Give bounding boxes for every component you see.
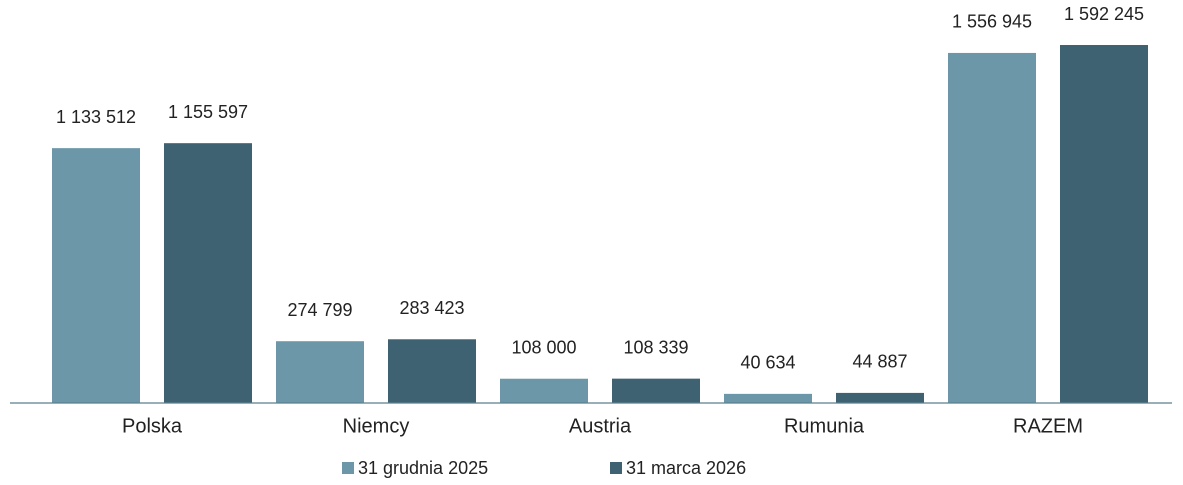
value-label: 1 155 597 <box>168 102 248 122</box>
bar <box>1060 45 1148 403</box>
value-label: 274 799 <box>287 300 352 320</box>
value-label: 1 592 245 <box>1064 4 1144 24</box>
legend-swatch <box>610 462 622 474</box>
legend-label: 31 marca 2026 <box>626 458 746 478</box>
legend-label: 31 grudnia 2025 <box>358 458 488 478</box>
value-label: 108 339 <box>623 337 688 357</box>
x-tick-label: Rumunia <box>784 415 865 437</box>
x-tick-label: Niemcy <box>343 415 410 437</box>
bar <box>276 341 364 403</box>
value-label: 1 556 945 <box>952 12 1032 32</box>
bar <box>836 392 924 403</box>
bar <box>612 378 700 403</box>
value-label: 44 887 <box>852 352 907 372</box>
legend-swatch <box>342 462 354 474</box>
value-label: 108 000 <box>511 337 576 357</box>
x-tick-label: Polska <box>122 415 183 437</box>
bar <box>948 52 1036 404</box>
x-tick-label: Austria <box>569 415 632 437</box>
bar <box>164 143 252 403</box>
bar <box>724 393 812 403</box>
value-label: 1 133 512 <box>56 107 136 127</box>
bar <box>52 148 140 403</box>
value-label: 283 423 <box>399 298 464 318</box>
value-label: 40 634 <box>740 353 795 373</box>
bar <box>500 378 588 403</box>
bar <box>388 339 476 403</box>
x-tick-label: RAZEM <box>1013 415 1083 437</box>
